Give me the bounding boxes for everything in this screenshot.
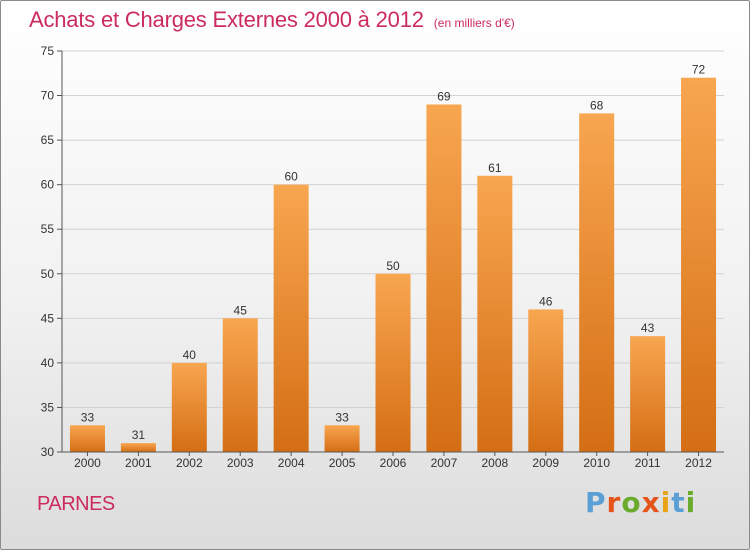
y-tick-labels: 30 35 40 45 50 55 60 65 70 75 [41, 44, 55, 459]
x-tick-label: 2010 [583, 456, 610, 470]
bar-value-label: 33 [335, 410, 349, 424]
bars [69, 77, 717, 452]
y-tick-label: 50 [41, 267, 55, 281]
bar-value-label: 60 [284, 170, 298, 184]
bar [630, 336, 666, 452]
chart-unit-label: (en milliers d'€) [433, 16, 515, 30]
logo-letter: t [671, 486, 686, 519]
x-tick-label: 2004 [278, 456, 305, 470]
bar-value-label: 72 [692, 63, 706, 77]
x-tick-label: 2003 [227, 456, 254, 470]
bar-value-label: 61 [488, 161, 502, 175]
bar [477, 175, 513, 452]
x-tick-label: 2002 [176, 456, 203, 470]
y-tick-label: 30 [41, 445, 55, 459]
bar [273, 184, 309, 452]
x-tick-label: 2000 [74, 456, 101, 470]
proxiti-logo: Proxiti [585, 486, 696, 519]
logo-letter: P [585, 486, 607, 519]
bar [426, 104, 462, 452]
y-tick-label: 35 [41, 400, 55, 414]
logo-letter: i [660, 486, 672, 519]
bar [528, 309, 564, 452]
x-tick-label: 2001 [125, 456, 152, 470]
bar [69, 425, 105, 452]
y-tick-label: 75 [41, 44, 55, 58]
logo-letter: x [641, 486, 661, 519]
y-tick-label: 55 [41, 222, 55, 236]
x-tick-label: 2005 [329, 456, 356, 470]
y-tick-label: 40 [41, 356, 55, 370]
bar-value-label: 69 [437, 89, 451, 103]
axes [57, 50, 724, 456]
bar-value-label: 50 [386, 259, 400, 273]
logo-letter: r [606, 486, 622, 519]
x-tick-label: 2006 [380, 456, 407, 470]
x-tick-label: 2012 [685, 456, 712, 470]
logo-letter: i [685, 486, 697, 519]
location-label: PARNES [37, 493, 115, 515]
y-tick-label: 65 [41, 133, 55, 147]
bar [120, 443, 156, 452]
bar [375, 273, 411, 452]
x-tick-label: 2008 [481, 456, 508, 470]
bar [171, 362, 207, 452]
bar-value-label: 40 [183, 348, 197, 362]
value-labels: 33 31 40 45 60 33 50 69 61 46 68 43 72 [81, 63, 706, 442]
bar [579, 113, 615, 452]
y-tick-label: 45 [41, 311, 55, 325]
y-tick-label: 70 [41, 89, 55, 103]
bar [222, 318, 258, 452]
y-tick-label: 60 [41, 178, 55, 192]
bar-value-label: 45 [234, 303, 248, 317]
bar-value-label: 33 [81, 410, 95, 424]
logo-letter: o [621, 486, 642, 519]
x-tick-label: 2009 [532, 456, 559, 470]
bar [681, 77, 717, 452]
bar-value-label: 43 [641, 321, 655, 335]
chart-title-text: Achats et Charges Externes 2000 à 2012 [29, 7, 424, 32]
x-tick-label: 2011 [635, 456, 661, 470]
bar-value-label: 31 [132, 428, 146, 442]
bar [324, 425, 360, 452]
bar-value-label: 68 [590, 98, 604, 112]
x-tick-label: 2007 [431, 456, 458, 470]
bar-value-label: 46 [539, 294, 553, 308]
x-tick-labels: 2000 2001 2002 2003 2004 2005 2006 2007 2008 2009… [74, 456, 712, 470]
chart-title: Achats et Charges Externes 2000 à 2012 (e… [29, 7, 515, 33]
